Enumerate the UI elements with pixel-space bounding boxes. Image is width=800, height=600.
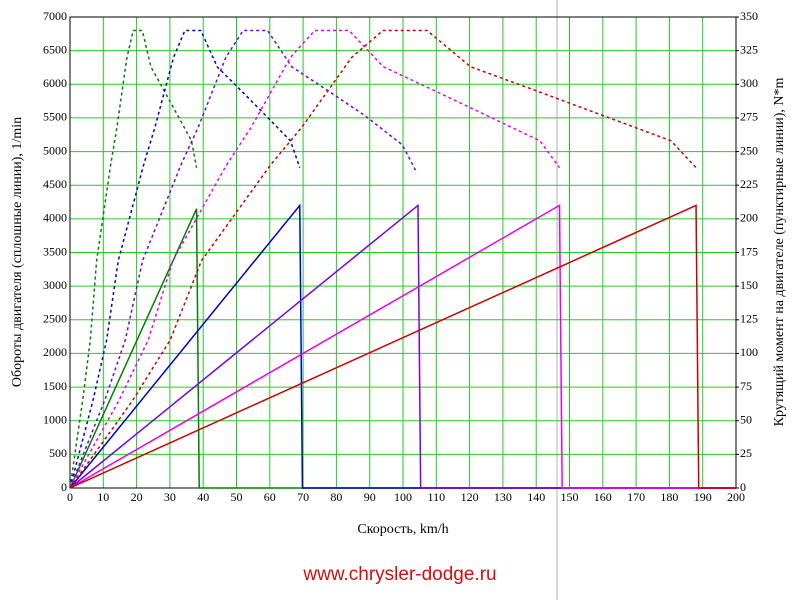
y2-tick-label: 100 <box>740 345 758 359</box>
y2-tick-label: 150 <box>740 278 758 292</box>
y2-tick-label: 125 <box>740 312 758 326</box>
series-line <box>69 29 417 489</box>
y2-tick-label: 225 <box>740 177 758 191</box>
y2-tick-label: 250 <box>740 143 758 157</box>
y-tick-label: 4000 <box>43 211 67 225</box>
y-tick-label: 5500 <box>43 110 67 124</box>
x-tick-label: 190 <box>694 490 712 504</box>
x-tick-label: 20 <box>131 490 143 504</box>
x-tick-label: 170 <box>627 490 645 504</box>
y-tick-label: 1500 <box>43 379 67 393</box>
y-tick-label: 7000 <box>43 9 67 23</box>
y-tick-label: 500 <box>49 446 67 460</box>
y-tick-label: 6000 <box>43 76 67 90</box>
y-tick-label: 2500 <box>43 312 67 326</box>
y2-tick-label: 300 <box>740 76 758 90</box>
x-tick-label: 180 <box>660 490 678 504</box>
y2-tick-label: 75 <box>740 379 752 393</box>
y-tick-label: 3500 <box>43 244 67 258</box>
series-line <box>69 29 301 489</box>
y2-axis-label: Крутящий момент на двигателе (пунктирные… <box>772 78 787 427</box>
y-tick-label: 0 <box>61 480 67 494</box>
x-tick-label: 30 <box>164 490 176 504</box>
y2-tick-label: 0 <box>740 480 746 494</box>
y-tick-label: 4500 <box>43 177 67 191</box>
x-tick-label: 200 <box>727 490 745 504</box>
x-axis-label: Скорость, km/h <box>357 522 448 537</box>
series-line <box>69 204 736 489</box>
footer: www.chrysler-dodge.ru <box>302 564 496 585</box>
x-tick-label: 70 <box>297 490 309 504</box>
series-line <box>69 204 736 489</box>
y-axis-label: Обороты двигателя (сплошные линии), 1/mi… <box>10 117 25 387</box>
x-tick-label: 120 <box>461 490 479 504</box>
y2-tick-label: 25 <box>740 446 752 460</box>
x-tick-label: 80 <box>330 490 342 504</box>
series-line <box>69 29 697 489</box>
y-tick-label: 5000 <box>43 143 67 157</box>
x-tick-label: 60 <box>264 490 276 504</box>
x-tick-label: 140 <box>527 490 545 504</box>
y2-tick-label: 350 <box>740 9 758 23</box>
x-tick-label: 130 <box>494 490 512 504</box>
x-tick-label: 50 <box>231 490 243 504</box>
x-tick-label: 110 <box>428 490 446 504</box>
x-tick-label: 100 <box>394 490 412 504</box>
y2-tick-label: 325 <box>740 42 758 56</box>
x-tick-label: 10 <box>97 490 109 504</box>
y2-tick-label: 275 <box>740 110 758 124</box>
y2-tick-label: 175 <box>740 244 758 258</box>
y-tick-label: 1000 <box>43 412 67 426</box>
series-line <box>69 29 198 489</box>
y-tick-label: 6500 <box>43 42 67 56</box>
y2-tick-label: 50 <box>740 412 752 426</box>
series-line <box>69 29 561 489</box>
y-tick-label: 3000 <box>43 278 67 292</box>
x-tick-label: 40 <box>197 490 209 504</box>
x-tick-label: 150 <box>561 490 579 504</box>
x-tick-label: 90 <box>364 490 376 504</box>
x-tick-label: 160 <box>594 490 612 504</box>
y-tick-label: 2000 <box>43 345 67 359</box>
x-tick-label: 0 <box>67 490 73 504</box>
y2-tick-label: 200 <box>740 211 758 225</box>
